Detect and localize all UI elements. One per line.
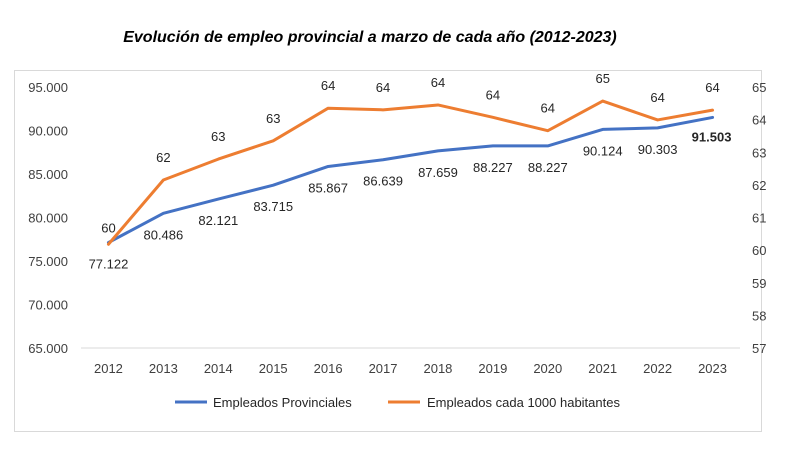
data-label: 62 <box>156 150 170 165</box>
y-left-tick-label: 85.000 <box>28 167 68 182</box>
data-label: 87.659 <box>418 165 458 180</box>
y-left-tick-label: 70.000 <box>28 298 68 313</box>
data-label: 63 <box>211 129 225 144</box>
data-label: 77.122 <box>89 257 129 272</box>
x-tick-label: 2012 <box>94 361 123 376</box>
y-right-tick-label: 58 <box>752 308 766 323</box>
chart-title: Evolución de empleo provincial a marzo d… <box>123 29 617 46</box>
data-label: 88.227 <box>473 160 513 175</box>
chart-frame <box>14 70 762 432</box>
data-label: 83.715 <box>253 199 293 214</box>
data-label: 82.121 <box>198 213 238 228</box>
y-left-tick-label: 95.000 <box>28 80 68 95</box>
x-tick-label: 2013 <box>149 361 178 376</box>
data-label: 64 <box>705 80 719 95</box>
x-tick-label: 2022 <box>643 361 672 376</box>
data-label: 60 <box>101 220 115 235</box>
y-right-tick-label: 62 <box>752 178 766 193</box>
y-left-tick-label: 75.000 <box>28 254 68 269</box>
data-label: 64 <box>376 80 390 95</box>
data-label: 85.867 <box>308 180 348 195</box>
y-left-tick-label: 65.000 <box>28 341 68 356</box>
x-tick-label: 2014 <box>204 361 233 376</box>
y-right-tick-label: 60 <box>752 243 766 258</box>
data-label: 64 <box>321 78 335 93</box>
x-tick-label: 2016 <box>314 361 343 376</box>
x-tick-label: 2018 <box>423 361 452 376</box>
y-left-tick-label: 80.000 <box>28 211 68 226</box>
legend-label: Empleados Provinciales <box>213 395 352 410</box>
y-left-tick-label: 90.000 <box>28 124 68 139</box>
data-label: 64 <box>486 87 500 102</box>
x-tick-label: 2015 <box>259 361 288 376</box>
data-label: 63 <box>266 111 280 126</box>
series-line-empleados-provinciales <box>106 115 715 245</box>
data-label: 88.227 <box>528 160 568 175</box>
data-label: 64 <box>431 75 445 90</box>
x-tick-label: 2017 <box>369 361 398 376</box>
x-tick-label: 2020 <box>533 361 562 376</box>
data-label: 86.639 <box>363 174 403 189</box>
x-tick-label: 2023 <box>698 361 727 376</box>
data-label: 90.124 <box>583 143 623 158</box>
legend-label: Empleados cada 1000 habitantes <box>427 395 620 410</box>
data-label: 91.503 <box>692 129 732 144</box>
y-right-tick-label: 64 <box>752 113 766 128</box>
y-right-tick-label: 65 <box>752 80 766 95</box>
series-line-empleados-cada-1000 <box>106 99 715 246</box>
x-tick-label: 2019 <box>478 361 507 376</box>
data-label: 64 <box>541 101 555 116</box>
data-label: 64 <box>650 90 664 105</box>
y-right-tick-label: 57 <box>752 341 766 356</box>
y-right-tick-label: 59 <box>752 276 766 291</box>
y-right-tick-label: 61 <box>752 211 766 226</box>
data-label: 65 <box>595 71 609 86</box>
data-label: 90.303 <box>638 142 678 157</box>
x-tick-label: 2021 <box>588 361 617 376</box>
y-right-tick-label: 63 <box>752 145 766 160</box>
data-label: 80.486 <box>143 227 183 242</box>
